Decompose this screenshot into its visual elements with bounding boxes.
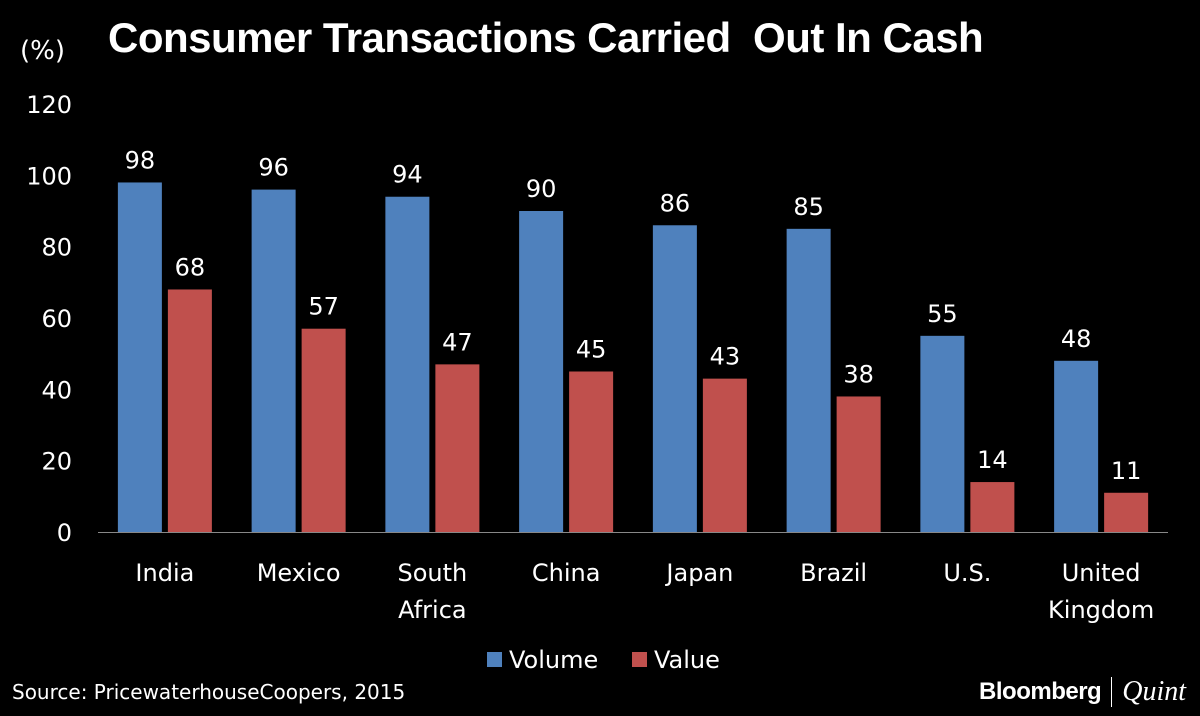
data-label: 68 (175, 253, 206, 281)
bar-value (435, 364, 480, 532)
x-tick-label: Brazil (800, 559, 867, 587)
data-label: 43 (710, 343, 741, 371)
data-label: 47 (442, 328, 473, 356)
bar-value (569, 371, 614, 532)
x-tick-label: Kingdom (1048, 596, 1154, 624)
bar-value (702, 378, 747, 532)
y-tick-label: 60 (41, 305, 72, 333)
data-label: 11 (1111, 457, 1142, 485)
bar-volume (920, 335, 965, 532)
x-tick-label: India (135, 559, 194, 587)
bar-value (970, 482, 1015, 532)
data-label: 45 (576, 336, 607, 364)
y-tick-label: 40 (41, 376, 72, 404)
y-tick-label: 0 (57, 519, 72, 547)
data-label: 94 (392, 161, 423, 189)
data-label: 55 (927, 300, 958, 328)
y-tick-label: 80 (41, 234, 72, 262)
bar-volume (251, 189, 296, 532)
data-label: 85 (793, 193, 824, 221)
logo-bloomberg: Bloomberg (979, 678, 1102, 705)
x-tick-label: United (1062, 559, 1141, 587)
bar-volume (1054, 360, 1099, 532)
bar-volume (652, 225, 697, 532)
y-tick-label: 100 (26, 162, 72, 190)
x-tick-label: U.S. (943, 559, 991, 587)
x-tick-label: South (398, 559, 468, 587)
logo-divider (1111, 677, 1113, 707)
bar-volume (519, 211, 564, 532)
x-tick-label: Mexico (257, 559, 341, 587)
legend-swatch-volume (487, 652, 502, 667)
data-label: 38 (843, 360, 874, 388)
bar-volume (786, 228, 831, 533)
legend-label-volume: Volume (509, 646, 598, 674)
legend-label-value: Value (654, 646, 720, 674)
logo-quint: Quint (1122, 676, 1186, 707)
data-label: 86 (660, 189, 691, 217)
y-axis-unit: (%) (20, 36, 65, 66)
x-tick-label: Africa (398, 596, 466, 624)
data-label: 14 (977, 446, 1008, 474)
bar-value (167, 289, 212, 532)
bloomberg-quint-logo: Bloomberg Quint (979, 676, 1186, 708)
y-tick-label: 120 (26, 91, 72, 119)
chart-title: Consumer Transactions Carried Out In Cas… (108, 14, 984, 61)
data-label: 57 (308, 293, 339, 321)
legend-swatch-value (632, 652, 647, 667)
source-note: Source: PricewaterhouseCoopers, 2015 (12, 680, 406, 704)
data-label: 96 (258, 154, 289, 182)
bar-volume (117, 182, 162, 532)
data-label: 98 (125, 146, 156, 174)
bar-value (301, 328, 346, 532)
bar-volume (385, 196, 430, 532)
x-tick-label: Japan (664, 559, 733, 587)
y-tick-label: 20 (41, 448, 72, 476)
bar-value (836, 396, 881, 532)
data-label: 90 (526, 175, 557, 203)
data-label: 48 (1061, 325, 1092, 353)
bar-value (1104, 492, 1149, 532)
x-tick-label: China (532, 559, 601, 587)
